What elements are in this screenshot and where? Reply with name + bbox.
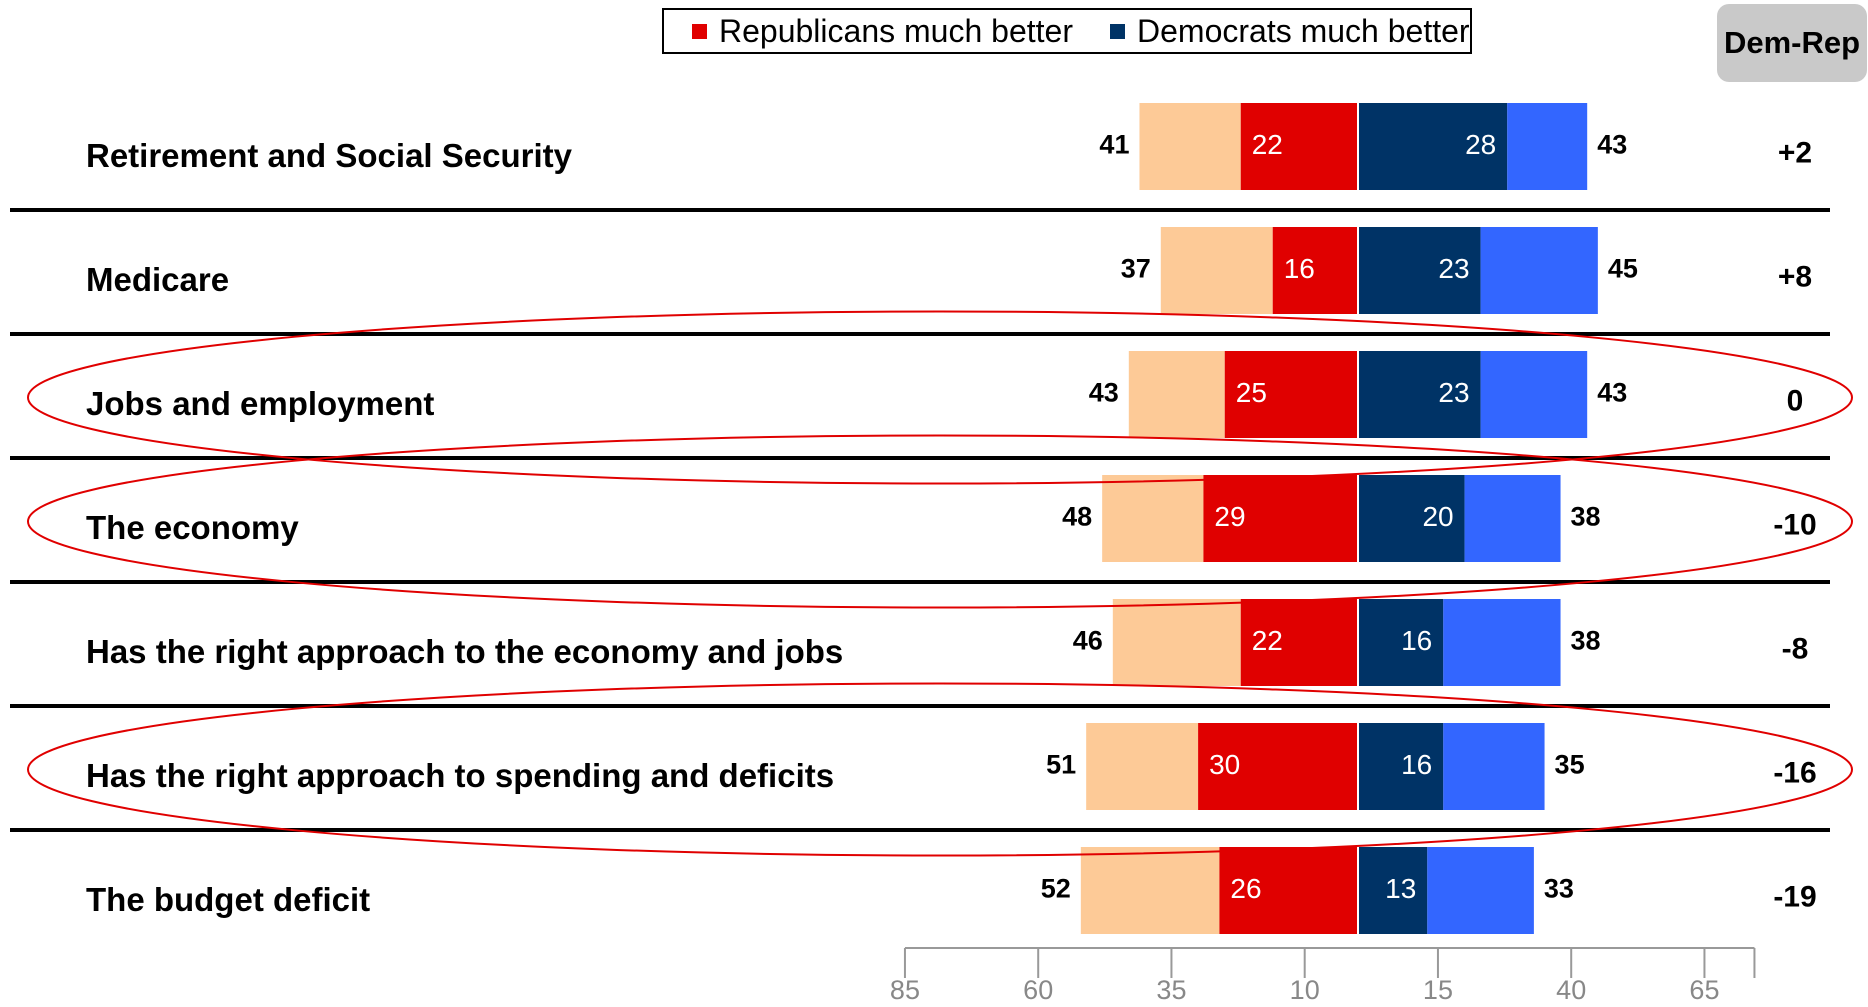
data-label-rep-much: 22 — [1252, 129, 1283, 160]
x-axis-tick-label: 35 — [1156, 975, 1186, 1005]
bar-rep-much — [1203, 475, 1358, 562]
category-label: Jobs and employment — [86, 385, 434, 422]
data-label-rep-total: 51 — [1046, 750, 1076, 780]
data-label-dem-much: 16 — [1401, 749, 1432, 780]
bar-dem-total — [1443, 599, 1561, 686]
highlight-ellipse — [27, 310, 1853, 485]
data-label-dem-total: 43 — [1597, 378, 1627, 408]
category-label: Retirement and Social Security — [86, 137, 573, 174]
data-label-dem-total: 33 — [1544, 874, 1574, 904]
data-label-dem-much: 23 — [1438, 253, 1469, 284]
bar-rep-much — [1198, 723, 1358, 810]
legend-swatch-republicans — [692, 23, 707, 39]
bar-dem-much — [1358, 599, 1444, 686]
x-axis-tick-label: 65 — [1689, 975, 1719, 1005]
bar-rep-total — [1139, 103, 1241, 190]
x-axis-tick-label: 15 — [1423, 975, 1453, 1005]
x-axis-tick-label: 60 — [1023, 975, 1053, 1005]
bar-dem-much — [1358, 227, 1481, 314]
bar-dem-total — [1480, 227, 1598, 314]
dem-rep-value: 0 — [1787, 384, 1804, 417]
bar-rep-total — [1128, 351, 1225, 438]
legend-label-democrats: Democrats much better — [1137, 12, 1470, 49]
bar-dem-much — [1358, 351, 1481, 438]
data-label-rep-much: 22 — [1252, 625, 1283, 656]
legend-item-democrats: Democrats much better — [1110, 10, 1470, 52]
bar-dem-total — [1443, 723, 1545, 810]
bar-rep-total — [1080, 847, 1220, 934]
legend-swatch-democrats — [1110, 23, 1125, 39]
highlight-ellipse — [27, 434, 1853, 609]
data-label-rep-total: 52 — [1041, 874, 1071, 904]
category-label: Medicare — [86, 261, 229, 298]
data-label-dem-total: 38 — [1571, 626, 1601, 656]
bar-rep-much — [1240, 599, 1358, 686]
data-label-dem-total: 45 — [1608, 254, 1638, 284]
legend-label-republicans: Republicans much better — [719, 12, 1073, 49]
dem-rep-header: Dem-Rep — [1717, 4, 1867, 82]
dem-rep-value: -19 — [1773, 880, 1816, 913]
data-label-rep-much: 16 — [1284, 253, 1315, 284]
category-label: The economy — [86, 509, 299, 546]
data-label-dem-total: 35 — [1555, 750, 1585, 780]
bar-dem-total — [1507, 103, 1588, 190]
data-label-rep-much: 29 — [1214, 501, 1245, 532]
data-label-dem-much: 16 — [1401, 625, 1432, 656]
data-label-rep-much: 30 — [1209, 749, 1240, 780]
bar-dem-total — [1427, 847, 1534, 934]
data-label-dem-much: 28 — [1465, 129, 1496, 160]
bar-rep-much — [1272, 227, 1358, 314]
data-label-rep-much: 25 — [1236, 377, 1267, 408]
bar-rep-much — [1240, 103, 1358, 190]
data-label-rep-total: 43 — [1089, 378, 1119, 408]
x-axis-tick-label: 85 — [890, 975, 920, 1005]
data-label-rep-total: 37 — [1121, 254, 1151, 284]
bar-dem-much — [1358, 475, 1465, 562]
data-label-rep-much: 26 — [1230, 873, 1261, 904]
bar-dem-total — [1480, 351, 1588, 438]
bar-rep-total — [1160, 227, 1273, 314]
data-label-rep-total: 41 — [1099, 130, 1129, 160]
bar-rep-total — [1102, 475, 1204, 562]
bar-rep-total — [1112, 599, 1241, 686]
dem-rep-value: -10 — [1773, 508, 1816, 541]
category-label: The budget deficit — [86, 881, 370, 918]
data-label-rep-total: 48 — [1062, 502, 1092, 532]
dem-rep-value: +2 — [1778, 136, 1812, 169]
data-label-rep-total: 46 — [1073, 626, 1103, 656]
data-label-dem-much: 20 — [1422, 501, 1453, 532]
legend: Republicans much better Democrats much b… — [662, 8, 1472, 54]
bar-dem-much — [1358, 103, 1508, 190]
data-label-dem-total: 38 — [1571, 502, 1601, 532]
category-label: Has the right approach to spending and d… — [86, 757, 834, 794]
bar-rep-much — [1219, 847, 1358, 934]
dem-rep-value: -8 — [1782, 632, 1809, 665]
bar-dem-total — [1464, 475, 1561, 562]
x-axis-tick-label: 40 — [1556, 975, 1586, 1005]
data-label-dem-total: 43 — [1597, 130, 1627, 160]
bar-dem-much — [1358, 847, 1428, 934]
legend-item-republicans: Republicans much better — [692, 10, 1073, 52]
data-label-dem-much: 23 — [1438, 377, 1469, 408]
x-axis-tick-label: 10 — [1290, 975, 1320, 1005]
bar-rep-total — [1086, 723, 1199, 810]
bar-rep-much — [1224, 351, 1358, 438]
dem-rep-value: -16 — [1773, 756, 1816, 789]
category-label: Has the right approach to the economy an… — [86, 633, 843, 670]
highlight-ellipse — [27, 682, 1853, 857]
bar-dem-much — [1358, 723, 1444, 810]
dem-rep-value: +8 — [1778, 260, 1812, 293]
data-label-dem-much: 13 — [1385, 873, 1416, 904]
